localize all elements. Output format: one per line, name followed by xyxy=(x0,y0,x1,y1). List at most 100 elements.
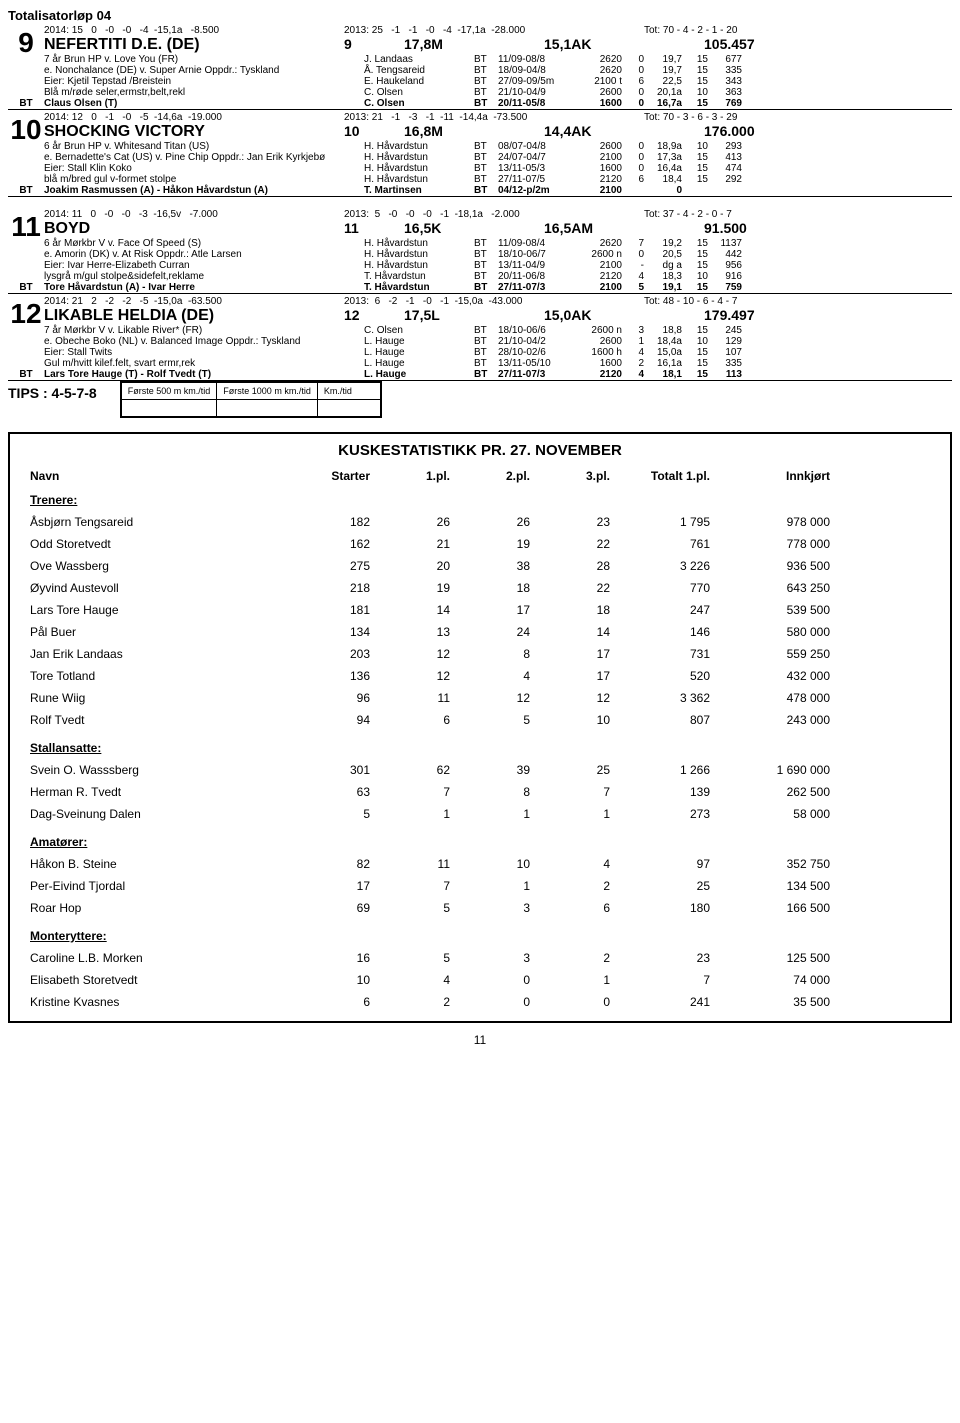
stat-name: Øyvind Austevoll xyxy=(30,581,290,595)
race-date: 28/10-02/6 xyxy=(498,347,576,358)
race-dist: 2600 xyxy=(576,336,628,347)
stat-totalt: 146 xyxy=(610,625,710,639)
bt-mark: BT xyxy=(474,98,498,109)
col-n1: 0 xyxy=(628,152,644,163)
col-n1: 0 xyxy=(628,163,644,174)
col-n1: 2 xyxy=(628,358,644,369)
col-n3: 759 xyxy=(708,282,742,293)
stat-3pl: 28 xyxy=(530,559,610,573)
bt-mark: BT xyxy=(474,238,498,249)
stat-1pl: 14 xyxy=(370,603,450,617)
stat-innkjort: 74 000 xyxy=(710,973,830,987)
detail-left: e. Amorin (DK) v. At Risk Oppdr.: Atle L… xyxy=(44,249,364,260)
horse-name: NEFERTITI D.E. (DE) xyxy=(44,36,344,54)
entry-number: 12 xyxy=(8,296,44,328)
detail-row: e. Nonchalance (DE) v. Super Arnie Oppdr… xyxy=(44,65,952,76)
stat-starter: 16 xyxy=(290,951,370,965)
driver: L. Hauge xyxy=(364,347,474,358)
stat-innkjort: 580 000 xyxy=(710,625,830,639)
col-n3: 113 xyxy=(708,369,742,380)
stat-innkjort: 262 500 xyxy=(710,785,830,799)
driver: H. Håvardstun xyxy=(364,152,474,163)
stat-innkjort: 978 000 xyxy=(710,515,830,529)
stat-2pl: 3 xyxy=(450,901,530,915)
entry-headline: SHOCKING VICTORY 10 16,8M 14,4AK 176.000 xyxy=(44,123,952,141)
col-n2: 15 xyxy=(682,65,708,76)
race-date: 27/11-07/5 xyxy=(498,174,576,185)
hdr-navn: Navn xyxy=(30,469,290,483)
race-date: 18/10-06/6 xyxy=(498,325,576,336)
bt-mark: BT xyxy=(474,369,498,380)
footer-col: Første 1000 m km./tid xyxy=(217,383,318,400)
entry: 9 2014: 15 0 -0 -0 -4 -15,1a -8.500 2013… xyxy=(8,25,952,98)
stat-innkjort: 134 500 xyxy=(710,879,830,893)
detail-left: 7 år Mørkbr V v. Likable River* (FR) xyxy=(44,325,364,336)
driver: C. Olsen xyxy=(364,98,474,109)
hdr-3pl: 3.pl. xyxy=(530,469,610,483)
stat-starter: 181 xyxy=(290,603,370,617)
col-n1: 5 xyxy=(628,282,644,293)
stat-innkjort: 243 000 xyxy=(710,713,830,727)
detail-left: e. Bernadette's Cat (US) v. Pine Chip Op… xyxy=(44,152,364,163)
detail-row: Eier: Stall Klin Koko H. Håvardstun BT 1… xyxy=(44,163,952,174)
stats-row: Odd Storetvedt 162 21 19 22 761 778 000 xyxy=(30,533,930,555)
stat-2pl: 17 xyxy=(450,603,530,617)
stat-1pl: 6 xyxy=(370,713,450,727)
stat-starter: 162 xyxy=(290,537,370,551)
col-n1: 0 xyxy=(628,249,644,260)
stat-name: Svein O. Wasssberg xyxy=(30,763,290,777)
stat-1pl: 13 xyxy=(370,625,450,639)
detail-left: 6 år Mørkbr V v. Face Of Speed (S) xyxy=(44,238,364,249)
col-n1: 1 xyxy=(628,336,644,347)
bt-mark: BT xyxy=(474,76,498,87)
race-date: 18/10-06/7 xyxy=(498,249,576,260)
detail-row: 6 år Brun HP v. Whitesand Titan (US) H. … xyxy=(44,141,952,152)
stats-row: Tore Totland 136 12 4 17 520 432 000 xyxy=(30,665,930,687)
driver: C. Olsen xyxy=(364,325,474,336)
stat-starter: 136 xyxy=(290,669,370,683)
stat-1pl: 5 xyxy=(370,951,450,965)
stats-row: Jan Erik Landaas 203 12 8 17 731 559 250 xyxy=(30,643,930,665)
stat-starter: 69 xyxy=(290,901,370,915)
driver: H. Håvardstun xyxy=(364,174,474,185)
stat-3pl: 22 xyxy=(530,537,610,551)
stat-name: Dag-Sveinung Dalen xyxy=(30,807,290,821)
driver: L. Hauge xyxy=(364,369,474,380)
col-n3: 442 xyxy=(708,249,742,260)
race-dist: 1600 xyxy=(576,163,628,174)
col-n3: 292 xyxy=(708,174,742,185)
stat-starter: 6 xyxy=(290,995,370,1009)
detail-row: Eier: Stall Twits L. Hauge BT 28/10-02/6… xyxy=(44,347,952,358)
stat-3pl: 10 xyxy=(530,713,610,727)
race-dist: 2600 xyxy=(576,141,628,152)
stats-row: Rolf Tvedt 94 6 5 10 807 243 000 xyxy=(30,709,930,731)
stat-3pl: 23 xyxy=(530,515,610,529)
col-n2: 15 xyxy=(682,347,708,358)
race-time: 19,7 xyxy=(644,65,682,76)
distance: 16,8M xyxy=(404,123,544,139)
bt-label: BT xyxy=(8,98,44,109)
driver: J. Landaas xyxy=(364,54,474,65)
stat-name: Odd Storetvedt xyxy=(30,537,290,551)
hdr-innkjort: Innkjørt xyxy=(710,469,830,483)
stat-3pl: 2 xyxy=(530,951,610,965)
col-n2: 15 xyxy=(682,358,708,369)
program-num: 12 xyxy=(344,307,404,323)
stat-name: Lars Tore Hauge xyxy=(30,603,290,617)
stat-starter: 275 xyxy=(290,559,370,573)
bt-trainer: Lars Tore Hauge (T) - Rolf Tvedt (T) xyxy=(44,369,364,380)
stat-innkjort: 478 000 xyxy=(710,691,830,705)
bt-mark: BT xyxy=(474,282,498,293)
detail-left: Eier: Stall Twits xyxy=(44,347,364,358)
stat-3pl: 22 xyxy=(530,581,610,595)
race-title: Totalisatorløp 04 xyxy=(8,8,952,23)
stat-totalt: 139 xyxy=(610,785,710,799)
money: 176.000 xyxy=(704,123,755,139)
detail-left: lysgrå m/gul stolpe&sidefelt,reklame xyxy=(44,271,364,282)
stat-line: 2014: 15 0 -0 -0 -4 -15,1a -8.500 2013: … xyxy=(44,25,952,36)
bt-mark: BT xyxy=(474,152,498,163)
race-time: 18,1 xyxy=(644,369,682,380)
section-title: Amatører: xyxy=(30,835,930,849)
col-n1: 0 xyxy=(628,141,644,152)
stat-3pl: 7 xyxy=(530,785,610,799)
